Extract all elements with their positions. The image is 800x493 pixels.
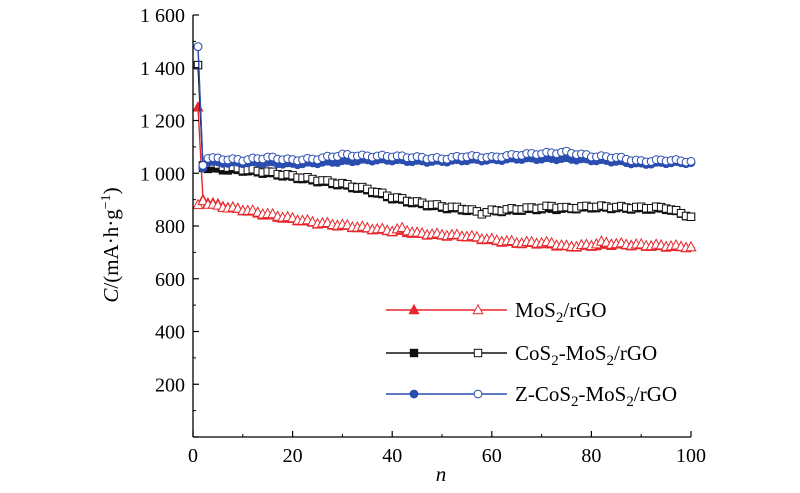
y-tick-label: 600 bbox=[155, 269, 185, 291]
y-tick-label: 400 bbox=[155, 322, 185, 344]
data-point bbox=[686, 156, 696, 166]
series-line bbox=[197, 46, 692, 170]
y-tick-label: 1 200 bbox=[140, 111, 185, 133]
y-tick-label: 1 000 bbox=[140, 163, 185, 185]
series-line bbox=[197, 107, 692, 249]
legend-marker-open bbox=[472, 303, 484, 315]
legend-label: Z-CoS2-MoS2/rGO bbox=[515, 382, 677, 410]
y-tick-label: 200 bbox=[155, 374, 185, 396]
axes-layer: 200 400 600 800 1 000 1 200 1 400 1 600 0 20 40 60 8… bbox=[140, 5, 706, 467]
legend-entry: Z-CoS2-MoS2/rGO bbox=[386, 382, 677, 410]
series-2 bbox=[193, 42, 696, 173]
data-point bbox=[197, 194, 209, 206]
legend-label: MoS2/rGO bbox=[515, 298, 607, 326]
x-tick-label: 80 bbox=[581, 445, 601, 467]
x-tick-label: 60 bbox=[482, 445, 502, 467]
series-layer bbox=[192, 42, 697, 253]
y-tick-label: 1 600 bbox=[140, 5, 185, 27]
series-0 bbox=[192, 101, 697, 253]
data-point bbox=[198, 160, 208, 170]
series-line bbox=[197, 46, 692, 167]
data-point bbox=[193, 42, 203, 52]
x-tick-label: 40 bbox=[382, 445, 402, 467]
series-line bbox=[197, 65, 692, 218]
legend-marker-open bbox=[473, 389, 483, 399]
legend-marker-open bbox=[473, 348, 483, 358]
data-point bbox=[685, 240, 697, 252]
y-axis-title: C/(mA·h·g−1) bbox=[99, 187, 123, 302]
data-point bbox=[396, 221, 408, 233]
y-tick-label: 1 400 bbox=[140, 58, 185, 80]
legend: MoS2/rGO CoS2-MoS2/rGO Z-CoS2-MoS2/rGO bbox=[386, 298, 677, 410]
svg-text:C/(mA·h·g−1): C/(mA·h·g−1) bbox=[99, 187, 123, 302]
x-tick-label: 100 bbox=[676, 445, 706, 467]
series-1 bbox=[193, 60, 696, 221]
y-tick-label: 800 bbox=[155, 216, 185, 238]
legend-marker-filled bbox=[409, 389, 419, 399]
x-tick-label: 0 bbox=[188, 445, 198, 467]
legend-entry: CoS2-MoS2/rGO bbox=[386, 341, 657, 369]
x-axis-title: n bbox=[436, 462, 447, 486]
legend-marker-filled bbox=[409, 348, 419, 358]
data-point bbox=[686, 212, 696, 221]
x-tick-label: 20 bbox=[283, 445, 303, 467]
legend-marker-filled bbox=[408, 303, 420, 315]
series-line bbox=[197, 65, 692, 218]
legend-label: CoS2-MoS2/rGO bbox=[515, 341, 657, 369]
legend-entry: MoS2/rGO bbox=[386, 298, 607, 326]
